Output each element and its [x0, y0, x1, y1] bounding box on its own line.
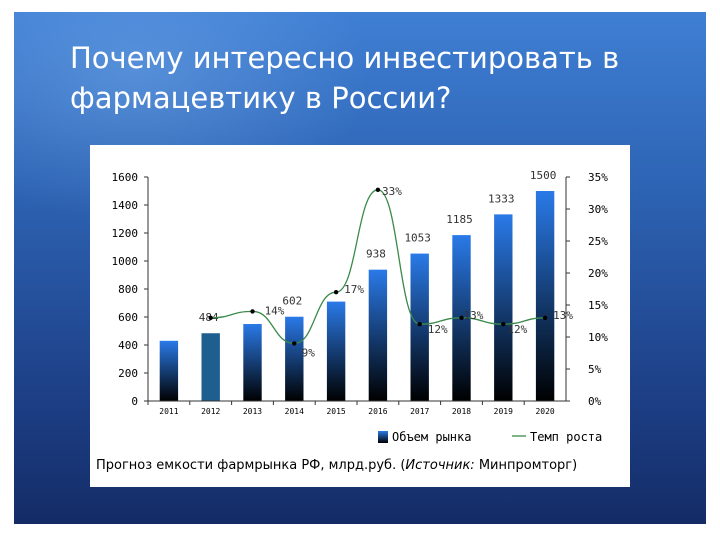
- growth-rate-point: [375, 187, 381, 192]
- bar-2020: [535, 191, 555, 401]
- right-axis-tick-label: 5%: [588, 363, 602, 376]
- x-axis-tick-label: 2011: [159, 407, 178, 416]
- bar-2017: [410, 253, 429, 401]
- x-axis-tick-label: 2020: [535, 407, 554, 416]
- x-axis-tick-label: 2013: [243, 407, 262, 416]
- bar-2013: [243, 324, 262, 401]
- growth-rate-point: [333, 290, 339, 295]
- growth-rate-label: 13%: [553, 309, 573, 322]
- caption-prefix: Прогноз емкости фармрынка РФ, млрд.руб. …: [96, 458, 406, 473]
- growth-rate-label: 12%: [507, 323, 527, 336]
- left-axis-tick-label: 0: [131, 395, 138, 408]
- bar-2015: [326, 301, 346, 401]
- bar-value-label: 602: [282, 295, 302, 308]
- market-chart: 0 200 400 600 800 1000 1200 1400 1600 0% 5% 10% 15%…: [112, 169, 609, 444]
- growth-rate-point: [250, 309, 255, 314]
- slide: Почему интересно инвестировать в фармаце…: [14, 12, 706, 524]
- growth-rate-point: [459, 315, 464, 320]
- right-axis-tick-label: 30%: [588, 203, 608, 216]
- x-axis-tick-label: 2012: [201, 407, 220, 416]
- left-axis-tick-label: 800: [118, 283, 138, 296]
- left-axis-tick-label: 200: [118, 367, 138, 380]
- growth-rate-point: [292, 341, 297, 346]
- left-axis-tick-label: 600: [118, 311, 138, 324]
- legend-label-bar: Объем рынка: [392, 430, 471, 444]
- growth-rate-label: 12%: [428, 323, 448, 336]
- bar-2012: [201, 333, 220, 401]
- slide-title: Почему интересно инвестировать в фармаце…: [70, 41, 620, 115]
- bar-value-label: 1500: [530, 169, 557, 182]
- x-axis-tick-label: 2016: [368, 407, 387, 416]
- right-axis-tick-label: 10%: [588, 331, 608, 344]
- bar-2019: [494, 214, 513, 401]
- chart-area: 0 200 400 600 800 1000 1200 1400 1600 0% 5% 10% 15%…: [90, 145, 630, 487]
- growth-rate-label: 9%: [302, 346, 316, 359]
- growth-rate-label: 14%: [265, 304, 285, 317]
- growth-rate-label: 33%: [382, 185, 402, 198]
- growth-rate-label: 17%: [344, 283, 364, 296]
- growth-rate-point: [542, 315, 548, 320]
- left-axis-tick-label: 1000: [112, 255, 139, 268]
- caption-source-label: Источник:: [405, 458, 475, 473]
- x-axis-tick-label: 2017: [410, 407, 429, 416]
- x-axis-tick-label: 2019: [494, 407, 513, 416]
- legend-label-line: Темп роста: [530, 430, 602, 444]
- left-axis-tick-label: 1600: [112, 171, 139, 184]
- x-axis-tick-label: 2018: [452, 407, 471, 416]
- bar-value-label: 1053: [404, 232, 431, 245]
- legend-swatch-bar: [378, 431, 388, 443]
- growth-rate-point: [417, 322, 422, 327]
- left-axis-tick-label: 400: [118, 339, 138, 352]
- chart-caption: Прогноз емкости фармрынка РФ, млрд.руб. …: [96, 458, 636, 473]
- growth-rate-label: 13%: [464, 309, 484, 322]
- bar-2014: [285, 316, 304, 401]
- x-axis-tick-label: 2015: [326, 407, 345, 416]
- bar-value-label: 1185: [446, 213, 473, 226]
- right-axis-tick-label: 25%: [588, 235, 608, 248]
- x-axis-tick-label: 2014: [285, 407, 304, 416]
- caption-source-value: Минпромторг): [474, 458, 578, 473]
- growth-rate-point: [501, 322, 506, 327]
- left-axis-tick-label: 1200: [112, 227, 139, 240]
- bar-value-label: 1333: [488, 192, 515, 205]
- bar-2011: [159, 340, 179, 401]
- right-axis-tick-label: 20%: [588, 267, 608, 280]
- growth-rate-point: [208, 315, 213, 320]
- right-axis-tick-label: 15%: [588, 299, 608, 312]
- right-axis-tick-label: 0%: [588, 395, 602, 408]
- bar-2016: [368, 269, 388, 401]
- left-axis-tick-label: 1400: [112, 199, 139, 212]
- bar-value-label: 938: [366, 248, 386, 261]
- right-axis-tick-label: 35%: [588, 171, 608, 184]
